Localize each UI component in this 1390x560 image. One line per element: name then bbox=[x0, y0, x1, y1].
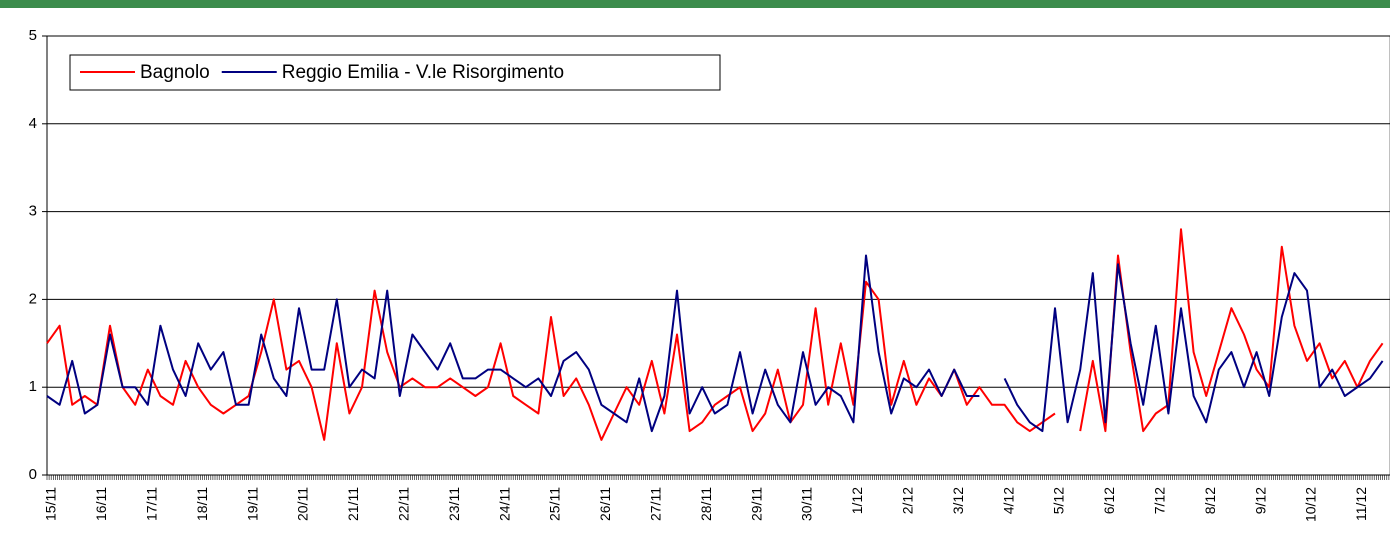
x-tick-label: 1/12 bbox=[849, 487, 865, 514]
x-tick-label: 20/11 bbox=[295, 487, 311, 521]
x-tick-label: 19/11 bbox=[244, 487, 260, 521]
x-tick-label: 26/11 bbox=[597, 487, 613, 521]
y-tick-label: 1 bbox=[29, 378, 37, 395]
x-tick-label: 21/11 bbox=[345, 487, 361, 521]
x-tick-label: 4/12 bbox=[1000, 487, 1016, 514]
x-tick-label: 28/11 bbox=[698, 487, 714, 521]
legend-box bbox=[69, 54, 721, 91]
x-tick-label: 16/11 bbox=[93, 487, 109, 521]
x-tick-label: 17/11 bbox=[144, 487, 160, 521]
x-tick-label: 18/11 bbox=[194, 487, 210, 521]
x-tick-label: 9/12 bbox=[1252, 487, 1268, 514]
x-tick-label: 10/12 bbox=[1303, 487, 1319, 522]
x-tick-label: 27/11 bbox=[648, 487, 664, 521]
plot-area bbox=[46, 35, 1390, 476]
x-tick-label: 22/11 bbox=[396, 487, 412, 521]
y-tick-label: 4 bbox=[29, 115, 37, 132]
legend-label: Bagnolo bbox=[140, 62, 210, 83]
x-tick-label: 30/11 bbox=[799, 487, 815, 521]
x-tick-label: 2/12 bbox=[900, 487, 916, 514]
x-tick-label: 7/12 bbox=[1152, 487, 1168, 514]
x-tick-label: 8/12 bbox=[1202, 487, 1218, 514]
y-tick-label: 2 bbox=[29, 290, 37, 307]
series-line bbox=[46, 228, 1384, 441]
x-tick-label: 24/11 bbox=[496, 487, 512, 521]
x-tick-label: 15/11 bbox=[43, 487, 59, 521]
x-tick-label: 29/11 bbox=[748, 487, 764, 521]
x-tick-label: 11/12 bbox=[1353, 487, 1369, 521]
legend-label: Reggio Emilia - V.le Risorgimento bbox=[282, 62, 564, 83]
x-tick-label: 23/11 bbox=[446, 487, 462, 521]
x-tick-label: 3/12 bbox=[950, 487, 966, 514]
series-line bbox=[46, 254, 1384, 433]
x-tick-label: 25/11 bbox=[547, 487, 563, 521]
y-tick-label: 0 bbox=[29, 466, 37, 483]
x-tick-label: 6/12 bbox=[1101, 487, 1117, 514]
y-tick-label: 3 bbox=[29, 203, 37, 220]
x-tick-label: 5/12 bbox=[1051, 487, 1067, 514]
y-tick-label: 5 bbox=[29, 27, 37, 44]
title-bar bbox=[0, 0, 1390, 8]
